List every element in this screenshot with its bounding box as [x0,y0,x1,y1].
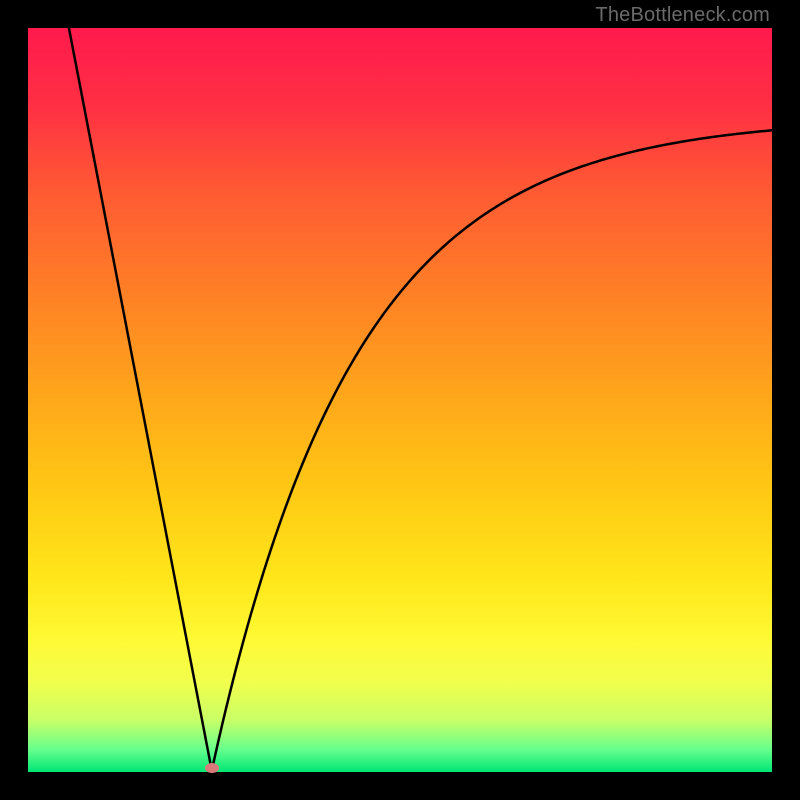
bottleneck-curve [28,28,772,772]
plot-area [28,28,772,772]
watermark-text: TheBottleneck.com [595,4,770,27]
chart-frame: TheBottleneck.com [0,0,800,800]
minimum-marker [205,763,219,773]
